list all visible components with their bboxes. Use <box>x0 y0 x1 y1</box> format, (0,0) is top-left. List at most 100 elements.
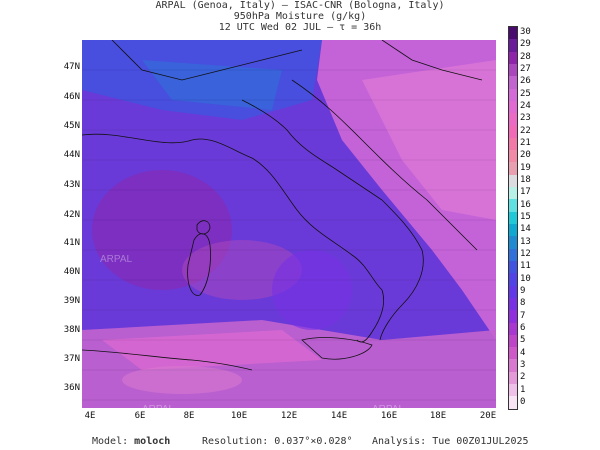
lon-label: 14E <box>330 411 348 421</box>
colorbar-swatch <box>509 63 517 77</box>
colorbar-tick-label: 23 <box>520 113 531 124</box>
lon-label: 4E <box>84 411 96 421</box>
colorbar-tick-label: 18 <box>520 175 531 186</box>
colorbar-swatch <box>509 113 517 126</box>
colorbar-swatch <box>509 334 517 348</box>
colorbar-swatch <box>509 359 517 372</box>
colorbar-tick-label: 14 <box>520 224 531 235</box>
graticule <box>82 69 496 401</box>
colorbar-tick-label: 27 <box>520 64 531 75</box>
colorbar-swatch <box>509 199 517 212</box>
colorbar-tick-label: 17 <box>520 187 531 198</box>
lat-label: 41N <box>63 238 80 248</box>
analysis-label: Analysis: <box>372 436 427 447</box>
colorbar-swatch <box>509 100 517 114</box>
header-source: ARPAL (Genoa, Italy) — ISAC-CNR (Bologna… <box>155 0 445 11</box>
colorbar-swatch <box>509 88 517 101</box>
colorbar-tick-label: 10 <box>520 273 531 284</box>
colorbar-tick-label: 11 <box>520 261 531 272</box>
colorbar-swatch <box>509 187 517 200</box>
header-field: 950hPa Moisture (g/kg) <box>233 11 367 22</box>
colorbar-swatch <box>509 27 517 40</box>
lat-label: 37N <box>63 354 80 364</box>
lat-label: 47N <box>63 62 80 72</box>
colorbar-swatch <box>509 297 517 311</box>
lon-label: 8E <box>183 411 195 421</box>
colorbar-tick-label: 29 <box>520 39 531 50</box>
colorbar-tick-label: 24 <box>520 101 531 112</box>
colorbar-swatch <box>509 76 517 89</box>
colorbar-tick-label: 19 <box>520 162 531 173</box>
colorbar-tick-label: 12 <box>520 248 531 259</box>
colorbar-tick-label: 3 <box>520 359 526 370</box>
colorbar-swatch <box>509 285 517 298</box>
colorbar <box>508 26 518 410</box>
colorbar-swatch <box>509 236 517 249</box>
colorbar-swatch <box>509 384 517 397</box>
colorbar-swatch <box>509 248 517 261</box>
colorbar-tick-label: 8 <box>520 298 526 309</box>
colorbar-swatch <box>509 310 517 323</box>
colorbar-tick-label: 9 <box>520 285 526 296</box>
colorbar-tick-label: 1 <box>520 384 526 395</box>
colorbar-swatch <box>509 125 517 138</box>
watermark-1: ARPAL <box>100 254 132 265</box>
colorbar-tick-label: 13 <box>520 236 531 247</box>
colorbar-tick-label: 0 <box>520 396 526 407</box>
model-value: moloch <box>134 436 171 447</box>
colorbar-swatch <box>509 260 517 274</box>
colorbar-swatch <box>509 39 517 52</box>
moisture-map: ARPAL ARPAL ARPAL <box>82 40 496 408</box>
colorbar-swatch <box>509 174 517 188</box>
footer-resolution: Resolution: 0.037°×0.028° <box>202 436 353 447</box>
colorbar-tick-label: 21 <box>520 138 531 149</box>
colorbar-tick-label: 16 <box>520 199 531 210</box>
colorbar-swatch <box>509 273 517 286</box>
lat-label: 46N <box>63 92 80 102</box>
lat-label: 36N <box>63 383 80 393</box>
lat-label: 40N <box>63 267 80 277</box>
colorbar-swatch <box>509 51 517 64</box>
lat-label: 38N <box>63 325 80 335</box>
lon-label: 20E <box>479 411 497 421</box>
colorbar-swatch <box>509 150 517 163</box>
watermark-3: ARPAL <box>372 404 404 408</box>
watermark-2: ARPAL <box>142 404 174 408</box>
colorbar-tick-label: 30 <box>520 27 531 38</box>
lat-label: 44N <box>63 150 80 160</box>
lat-label: 39N <box>63 296 80 306</box>
colorbar-tick-label: 5 <box>520 335 526 346</box>
colorbar-tick-label: 6 <box>520 322 526 333</box>
colorbar-tick-label: 7 <box>520 310 526 321</box>
colorbar-tick-label: 28 <box>520 51 531 62</box>
lat-label: 45N <box>63 121 80 131</box>
colorbar-swatch <box>509 371 517 385</box>
analysis-value: Tue 00Z01JUL2025 <box>432 436 529 447</box>
colorbar-swatch <box>509 211 517 224</box>
colorbar-tick-label: 15 <box>520 212 531 222</box>
colorbar-tick-label: 4 <box>520 347 526 358</box>
colorbar-swatch <box>509 322 517 335</box>
header-validtime: 12 UTC Wed 02 JUL — τ = 36h <box>218 22 382 33</box>
footer-analysis: Analysis: Tue 00Z01JUL2025 <box>372 436 529 447</box>
colorbar-swatch <box>509 162 517 175</box>
coastlines <box>82 40 483 371</box>
resolution-value: 0.037°×0.028° <box>274 436 353 447</box>
colorbar-swatch <box>509 396 517 409</box>
lat-label: 42N <box>63 210 80 220</box>
lon-label: 18E <box>429 411 447 421</box>
model-label: Model: <box>92 436 129 447</box>
colorbar-tick-label: 22 <box>520 125 531 136</box>
colorbar-tick-label: 26 <box>520 76 531 87</box>
lat-label: 43N <box>63 180 80 190</box>
resolution-label: Resolution: <box>202 436 269 447</box>
colorbar-tick-label: 20 <box>520 150 531 161</box>
colorbar-tick-label: 2 <box>520 372 526 383</box>
colorbar-swatch <box>509 137 517 151</box>
lon-label: 12E <box>280 411 298 421</box>
colorbar-swatch <box>509 347 517 360</box>
footer-model: Model: moloch <box>92 436 170 447</box>
lon-label: 6E <box>134 411 146 421</box>
lon-label: 16E <box>380 411 398 421</box>
colorbar-tick-label: 25 <box>520 88 531 99</box>
